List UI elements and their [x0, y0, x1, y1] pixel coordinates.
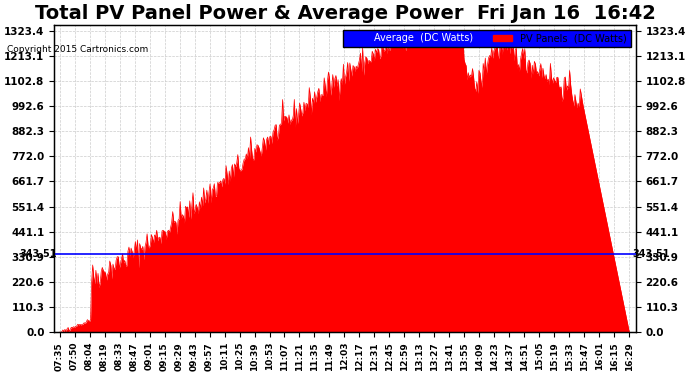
Title: Total PV Panel Power & Average Power  Fri Jan 16  16:42: Total PV Panel Power & Average Power Fri… — [34, 4, 655, 23]
Text: 343.51: 343.51 — [633, 249, 670, 259]
Legend: Average  (DC Watts), PV Panels  (DC Watts): Average (DC Watts), PV Panels (DC Watts) — [344, 30, 631, 47]
Text: 343.51: 343.51 — [19, 249, 57, 259]
Text: Copyright 2015 Cartronics.com: Copyright 2015 Cartronics.com — [7, 45, 148, 54]
